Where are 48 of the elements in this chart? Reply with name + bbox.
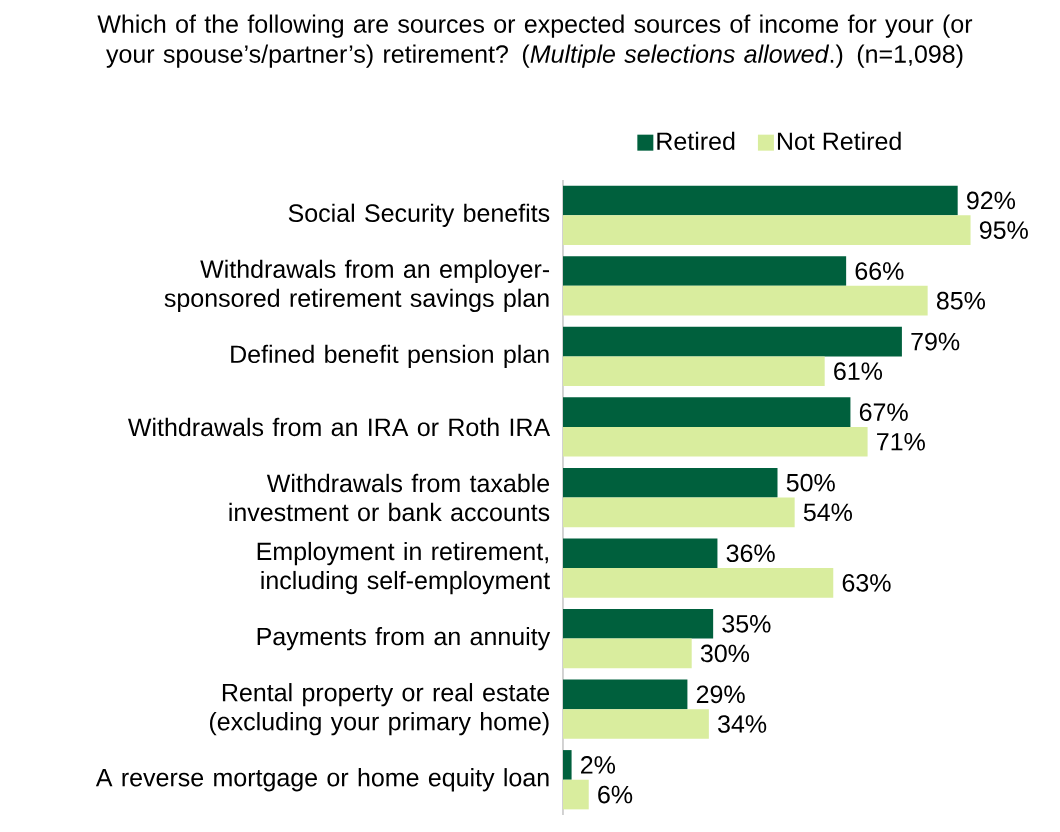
data-label: 67% — [859, 403, 908, 421]
bar — [563, 638, 692, 669]
bar — [563, 779, 589, 810]
data-label: 54% — [803, 503, 852, 522]
y-tick-label: Payments from an annuity — [257, 626, 551, 651]
bar — [563, 497, 795, 528]
y-tick-label: Rental property or real estate (excluding your primary home) — [209, 683, 550, 736]
data-label: 6% — [598, 785, 633, 804]
bar — [563, 285, 928, 316]
y-tick-label: Employment in retirement, including self-employment — [257, 541, 550, 595]
data-label: 85% — [936, 291, 985, 310]
y-tick-label: Withdrawals from an IRA or Roth IRA — [127, 417, 551, 437]
data-label: 36% — [726, 544, 775, 563]
bar — [563, 215, 971, 245]
data-label: 92% — [967, 191, 1016, 210]
bar — [563, 568, 834, 598]
legend-label: Retired — [657, 131, 735, 151]
bar — [563, 467, 778, 498]
data-label: 50% — [786, 473, 835, 492]
y-tick-label: A reverse mortgage or home equity loan — [95, 768, 549, 792]
data-label: 34% — [718, 715, 767, 733]
data-label: 29% — [696, 685, 745, 704]
data-label: 71% — [877, 433, 925, 451]
data-label: 30% — [700, 644, 750, 663]
data-label: 63% — [842, 574, 891, 592]
data-label: 61% — [834, 362, 883, 381]
data-label: 95% — [979, 221, 1028, 239]
bar — [563, 185, 958, 216]
legend-label: Not Retired — [777, 131, 901, 151]
bar — [563, 709, 709, 739]
bar — [563, 426, 868, 457]
bar — [563, 356, 825, 387]
bar — [563, 608, 714, 639]
bar — [563, 679, 688, 710]
data-label: 66% — [855, 262, 904, 280]
bar — [563, 256, 847, 286]
bar — [563, 326, 902, 357]
y-tick-label: Withdrawals from an employer-sponsored retirement savings plan — [164, 259, 550, 312]
data-label: 2% — [581, 756, 616, 774]
y-tick-label: Social Security benefits — [288, 203, 550, 227]
data-label: 35% — [722, 614, 771, 633]
data-label: 79% — [911, 332, 960, 351]
y-tick-label: Defined benefit pension plan — [231, 344, 549, 369]
bar — [563, 397, 851, 427]
chart-title: Which of the following are sources or expected sources of income for your (or your spouse’s/partner’s) retirement? (Multiple selections allowed.) (n=1,098) — [97, 14, 973, 68]
bar — [563, 750, 572, 780]
y-tick-label: Withdrawals from taxable investment or bank accounts — [229, 473, 550, 522]
bar — [563, 538, 718, 569]
